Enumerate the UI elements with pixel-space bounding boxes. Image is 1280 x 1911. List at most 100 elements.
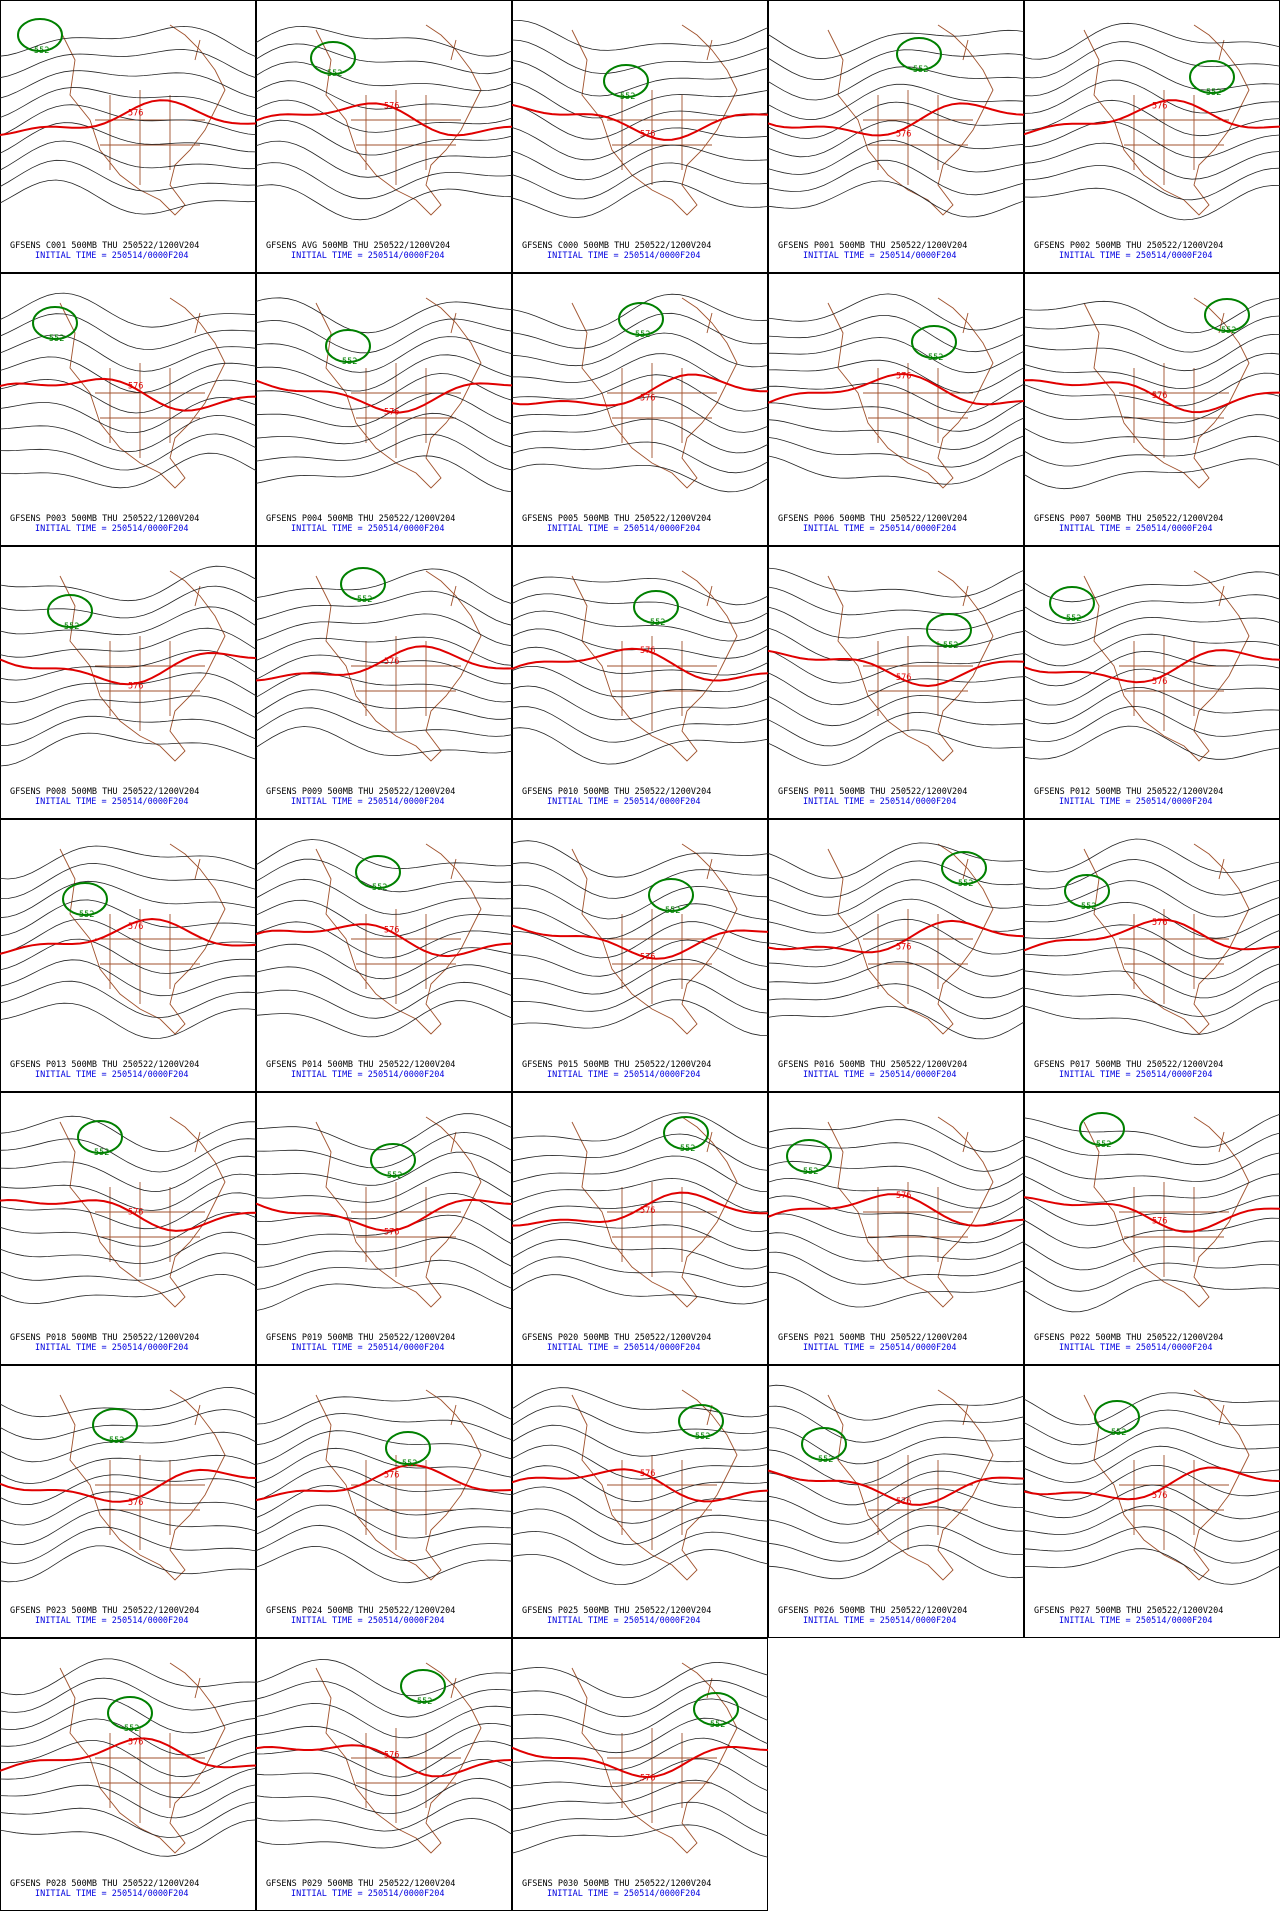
- contour-552: [1064, 874, 1110, 908]
- height-contour: [0, 899, 256, 937]
- contour-label: 576: [640, 1206, 655, 1216]
- contour-576: [768, 649, 1024, 688]
- height-contour: [256, 455, 512, 493]
- height-contour: [1024, 686, 1280, 725]
- init-time: INITIAL TIME = 250514/0000F204: [803, 797, 957, 807]
- coastline: [1083, 843, 1250, 1035]
- height-contour: [512, 1737, 768, 1771]
- map-panel: 552 576 GFSENS P030 500MB THU 250522/1200V…: [512, 1638, 768, 1911]
- height-contour: [0, 179, 256, 215]
- height-contour: [0, 980, 256, 1019]
- contour-552: [310, 41, 356, 75]
- panel-title: GFSENS P023 500MB THU 250522/1200V204: [10, 1606, 199, 1616]
- height-contour: [768, 159, 1024, 196]
- contour-label: 552: [34, 46, 49, 56]
- height-contour: [0, 1508, 256, 1546]
- height-contour: [768, 606, 1024, 639]
- height-contour: [256, 162, 512, 200]
- height-contour: [1024, 999, 1280, 1035]
- height-contour: [1024, 121, 1280, 159]
- contour-label: 552: [109, 1436, 124, 1446]
- contour-label: 552: [818, 1455, 833, 1465]
- map-panel: 552 576 GFSENS P004 500MB THU 250522/1200V…: [256, 273, 512, 546]
- contour-576: [1024, 918, 1280, 952]
- coastline: [571, 1389, 738, 1581]
- height-contour: [512, 127, 768, 161]
- contour-576: [768, 372, 1024, 406]
- height-contour: [256, 140, 512, 178]
- height-contour: [256, 1259, 512, 1290]
- height-contour: [768, 1177, 1024, 1209]
- init-time: INITIAL TIME = 250514/0000F204: [547, 251, 701, 261]
- height-contour: [512, 840, 768, 878]
- height-contour: [256, 119, 512, 156]
- height-contour: [256, 1193, 512, 1223]
- height-contour: [512, 1256, 768, 1288]
- init-time: INITIAL TIME = 250514/0000F204: [547, 797, 701, 807]
- height-contour: [1024, 59, 1280, 97]
- height-contour: [768, 66, 1024, 101]
- panel-border: [1024, 0, 1280, 273]
- height-contour: [256, 613, 512, 647]
- height-contour: [1024, 725, 1280, 760]
- height-contour: [1024, 901, 1280, 939]
- height-contour: [0, 695, 256, 725]
- height-contour: [768, 1506, 1024, 1544]
- height-contour: [0, 1231, 256, 1264]
- contour-label: 552: [342, 357, 357, 367]
- contour-576: [0, 377, 256, 412]
- height-contour: [512, 1779, 768, 1815]
- panel-title: GFSENS P008 500MB THU 250522/1200V204: [10, 787, 199, 797]
- panel-title: GFSENS P030 500MB THU 250522/1200V204: [522, 1879, 711, 1889]
- height-contour: [0, 1002, 256, 1039]
- height-contour: [1024, 1132, 1280, 1166]
- height-contour: [512, 463, 768, 493]
- height-contour: [1024, 668, 1280, 706]
- height-contour: [512, 396, 768, 433]
- init-time: INITIAL TIME = 250514/0000F204: [291, 524, 445, 534]
- init-time: INITIAL TIME = 250514/0000F204: [803, 1070, 957, 1080]
- contour-label: 576: [640, 646, 655, 656]
- coastline: [571, 297, 738, 489]
- contour-label: 576: [128, 922, 143, 932]
- coastline: [1083, 1116, 1250, 1308]
- contour-576: [768, 919, 1024, 954]
- height-contour: [256, 184, 512, 221]
- height-contour: [512, 903, 768, 940]
- height-contour: [768, 1405, 1024, 1443]
- panel-border: [1024, 546, 1280, 819]
- panel-title: GFSENS P026 500MB THU 250522/1200V204: [778, 1606, 967, 1616]
- map-panel: 552 576 GFSENS P011 500MB THU 250522/1200V…: [768, 546, 1024, 819]
- contour-552: [1079, 1112, 1125, 1146]
- height-contour: [512, 1508, 768, 1545]
- height-contour: [512, 593, 768, 624]
- init-time: INITIAL TIME = 250514/0000F204: [803, 251, 957, 261]
- map-panel: 552 576 GFSENS P020 500MB THU 250522/1200V…: [512, 1092, 768, 1365]
- panel-title: GFSENS P015 500MB THU 250522/1200V204: [522, 1060, 711, 1070]
- init-time: INITIAL TIME = 250514/0000F204: [547, 1070, 701, 1080]
- map-panel: 552 576 GFSENS P013 500MB THU 250522/1200V…: [0, 819, 256, 1092]
- map-panel: 552 576 GFSENS P014 500MB THU 250522/1200V…: [256, 819, 512, 1092]
- contour-576: [1024, 379, 1280, 414]
- contour-552: [385, 1431, 431, 1465]
- height-contour: [256, 392, 512, 428]
- height-contour: [0, 452, 256, 489]
- contour-576: [256, 1464, 512, 1502]
- height-contour: [256, 99, 512, 133]
- contour-label: 576: [384, 1751, 399, 1761]
- height-contour: [256, 1283, 512, 1311]
- contour-label: 576: [896, 371, 911, 381]
- contour-552: [340, 567, 386, 601]
- height-contour: [256, 943, 512, 980]
- panel-border: [768, 273, 1024, 546]
- height-contour: [256, 590, 512, 626]
- height-contour: [256, 1524, 512, 1562]
- contour-552: [648, 878, 694, 912]
- height-contour: [256, 964, 512, 1000]
- init-time: INITIAL TIME = 250514/0000F204: [803, 1616, 957, 1626]
- height-contour: [256, 1546, 512, 1584]
- init-time: INITIAL TIME = 250514/0000F204: [547, 1343, 701, 1353]
- height-contour: [256, 636, 512, 666]
- coastline: [59, 1116, 226, 1308]
- height-contour: [0, 378, 256, 414]
